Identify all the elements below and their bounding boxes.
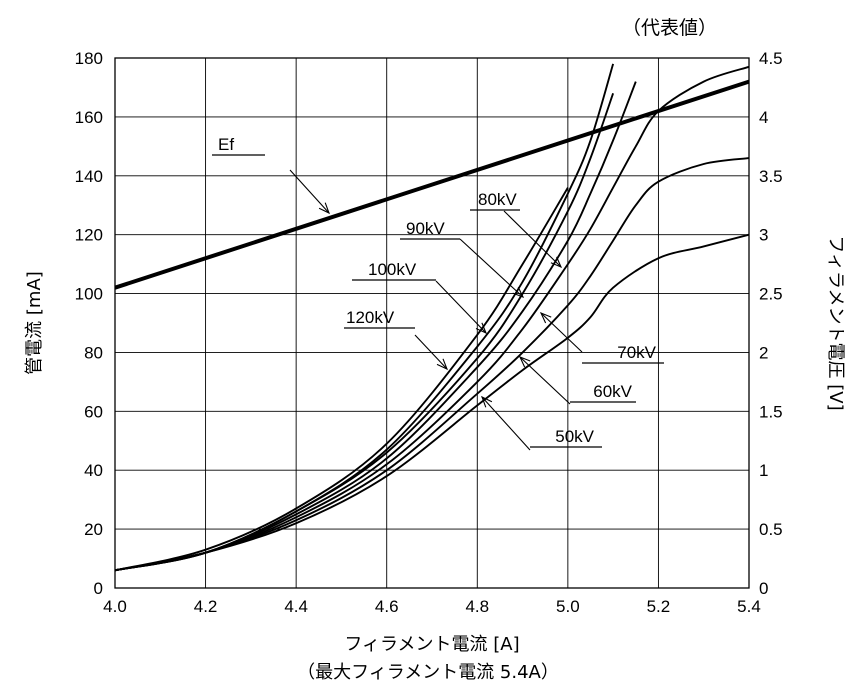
y2-axis-title: フィラメント電圧 [V] — [825, 235, 846, 410]
x-axis-subtitle: （最大フィラメント電流 5.4A） — [297, 662, 559, 683]
series-label-120kv: 120kV — [346, 308, 395, 327]
y-tick-label: 40 — [84, 461, 103, 480]
y-tick-label: 180 — [75, 49, 103, 68]
y2-tick-label: 0.5 — [759, 520, 783, 539]
series-label-90kv: 90kV — [406, 219, 445, 238]
series-layer — [114, 63, 750, 572]
series-label-100kv: 100kV — [368, 260, 417, 279]
y-tick-label: 100 — [75, 285, 103, 304]
y-tick-label: 80 — [84, 343, 103, 362]
y2-tick-label: 3.5 — [759, 167, 783, 186]
y-tick-label: 160 — [75, 108, 103, 127]
leader-line — [289, 169, 330, 214]
y-tick-label: 140 — [75, 167, 103, 186]
annotation-layer: Ef 50kV 60kV 70kV 80kV 90kV 100kV 120kV — [212, 135, 664, 451]
y2-tick-label: 4 — [759, 108, 768, 127]
leader-arrowhead — [481, 395, 493, 408]
leader-arrowhead — [436, 358, 449, 371]
leader-arrowhead — [539, 311, 552, 324]
series-label-80kv: 80kV — [478, 190, 517, 209]
leader-arrowhead — [318, 202, 330, 215]
y2-tick-label: 3 — [759, 226, 768, 245]
series-line-100kv — [114, 63, 615, 572]
x-tick-label: 5.4 — [737, 597, 761, 616]
plot-frame — [114, 57, 750, 589]
y-tick-label: 60 — [84, 402, 103, 421]
x-axis-title: フィラメント電流 [A] — [344, 634, 519, 655]
series-line-70kv — [114, 65, 750, 572]
leader-arrowhead — [518, 355, 531, 368]
series-label-ef: Ef — [218, 135, 234, 154]
leader-line — [459, 238, 524, 298]
x-tick-label: 4.2 — [194, 597, 218, 616]
y2-tick-label: 1 — [759, 461, 768, 480]
y-tick-label: 20 — [84, 520, 103, 539]
y2-tick-label: 2.5 — [759, 285, 783, 304]
series-line-ef — [114, 79, 750, 290]
x-tick-label: 5.2 — [647, 597, 671, 616]
x-tick-label: 4.4 — [284, 597, 308, 616]
x-tick-label: 4.0 — [103, 597, 127, 616]
leader-line — [519, 356, 571, 405]
series-label-50kv: 50kV — [555, 427, 594, 446]
series-line-120kv — [114, 187, 569, 572]
y-tick-label: 0 — [94, 579, 103, 598]
leader-line — [503, 210, 562, 268]
y-tick-label: 120 — [75, 226, 103, 245]
leader-line — [481, 396, 531, 451]
y2-tick-label: 4.5 — [759, 49, 783, 68]
leader-arrowhead — [550, 256, 563, 269]
series-label-70kv: 70kV — [617, 343, 656, 362]
leader-line — [540, 312, 583, 353]
grid — [114, 57, 750, 589]
leader-line — [435, 280, 487, 334]
leader-arrowhead — [512, 286, 525, 299]
x-tick-label: 4.6 — [375, 597, 399, 616]
chart-note: （代表値） — [622, 17, 717, 39]
series-label-60kv: 60kV — [593, 382, 632, 401]
series-line-60kv — [114, 157, 750, 572]
y-axis-title: 管電流 [mA] — [24, 271, 45, 375]
y2-tick-label: 2 — [759, 343, 768, 362]
leader-line — [414, 334, 448, 370]
tick-layer: 4.0 4.2 4.4 4.6 4.8 5.0 5.2 5.40204060801001201… — [75, 49, 783, 616]
y2-tick-label: 1.5 — [759, 402, 783, 421]
y2-tick-label: 0 — [759, 579, 768, 598]
leader-arrowhead — [475, 322, 488, 335]
x-tick-label: 4.8 — [465, 597, 489, 616]
series-line-50kv — [114, 233, 750, 572]
series-line-90kv — [114, 92, 614, 572]
x-tick-label: 5.0 — [556, 597, 580, 616]
